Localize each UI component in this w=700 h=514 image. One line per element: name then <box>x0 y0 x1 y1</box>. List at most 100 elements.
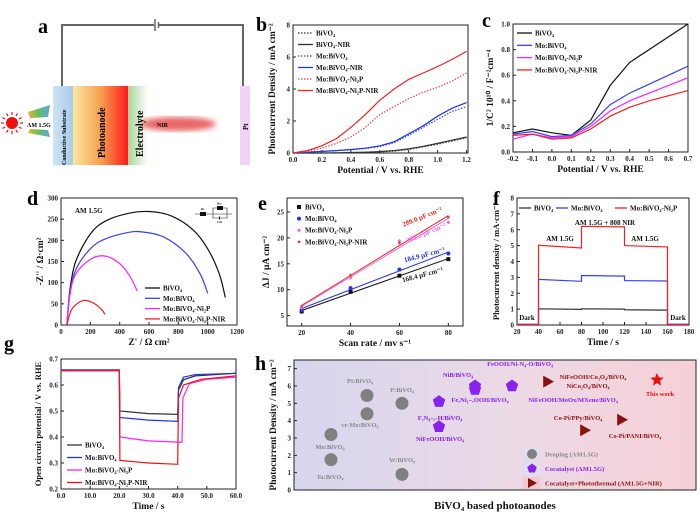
x-tick-label: 60 <box>396 329 404 337</box>
x-tick-label: 50.0 <box>201 492 214 500</box>
x-tick-label: 180 <box>684 328 695 336</box>
legend-item: Mo:BiVO₄ <box>67 454 117 462</box>
point-label: FₓN₄₋ₓ-H/BiVO₄ <box>418 415 463 422</box>
electrolyte-label: Electrolyte <box>135 110 146 157</box>
data-point <box>348 273 353 277</box>
y-tick-label: 0 <box>287 150 291 158</box>
battery-icon <box>154 19 160 31</box>
y-tick-label: 250 <box>48 216 59 224</box>
legend-item: BiVO₄ <box>67 442 105 450</box>
y-tick-label: 10 <box>277 286 285 294</box>
x-tick-label: 160 <box>662 328 673 336</box>
data-point <box>297 216 301 221</box>
legend-label: Mo:BiVO₄ <box>85 454 117 462</box>
point-label: Ta:BiVO₄ <box>317 474 344 481</box>
legend-item: Mo:BiVO₄ <box>298 53 348 61</box>
light-source-label: AM 1.5G <box>27 123 51 129</box>
x-tick-label: 0.2 <box>318 156 327 164</box>
legend-label: Mo:BiVO₄-Ni₂P-NIR <box>535 66 598 74</box>
y-tick-label: 2 <box>288 452 292 460</box>
sun-ray <box>15 113 19 117</box>
y-tick-label: 3 <box>288 435 292 443</box>
y-tick-label: 100 <box>48 279 59 287</box>
series-line <box>292 72 467 154</box>
legend-label: BiVO₄-NIR <box>316 41 351 49</box>
point-label: FeOOH/Ni-N₄-O/BiVO₄ <box>487 361 553 368</box>
y-tick-label: 0.4 <box>501 97 510 105</box>
x-tick-label: 0.6 <box>375 156 384 164</box>
data-point <box>299 304 304 308</box>
y-tick-label: 2 <box>511 290 515 298</box>
x-tick-label: 60 <box>557 328 565 336</box>
chart-panel-d: 0 200 400 600 800 1000 1200 0 50 100 150 200 250 300 Z… <box>36 195 245 349</box>
annotation-label: Dark <box>519 314 535 322</box>
sun-ray <box>5 113 9 117</box>
plot-frame <box>512 23 689 153</box>
y-tick-label: 5 <box>281 312 285 320</box>
circuit-wire <box>61 24 154 86</box>
annotation-label: AM 1.5G <box>75 207 103 215</box>
y-tick-label: 0 <box>288 487 292 495</box>
y-axis-label: Photocurrent density / mA·cm⁻² <box>491 202 501 320</box>
point-label: NiFeOOH/BiVO₄ <box>416 436 464 443</box>
plot-frame <box>293 359 697 491</box>
y-axis-label: 1/C² 10¹⁰ / F⁻²cm⁻⁴ <box>485 50 496 127</box>
x-tick-label: 0 <box>59 328 63 336</box>
substrate-label: Conductive Substrate <box>62 109 68 165</box>
x-axis-label: Potential / V vs. RHE <box>557 165 643 175</box>
point-label: Mo:BiVO₄ <box>315 444 344 451</box>
sun-ray <box>18 116 22 120</box>
data-point <box>297 205 301 209</box>
x-tick-label: 60.0 <box>230 492 243 500</box>
x-tick-label: 600 <box>144 328 155 336</box>
chart-panel-c: -0.2 -0.1 0.0 0.1 0.2 0.3 0.4 0.5 0.6 0.7 0.0 0.2 0.… <box>485 21 693 176</box>
x-tick-label: 1000 <box>201 328 216 336</box>
point-label: cr-Mo:BiVO₄ <box>342 422 379 429</box>
plot-frame <box>516 197 690 326</box>
y-tick-label: 4 <box>511 258 515 266</box>
circuit-wire <box>195 207 232 219</box>
x-tick-label: 80 <box>578 328 586 336</box>
legend-label: Mo:BiVO₄-Ni₂P <box>316 76 364 84</box>
data-point <box>650 372 664 386</box>
legend-label: Mo:BiVO₄-Ni₂P <box>85 467 133 475</box>
legend-label: Mo:BiVO₄-Ni₂P-NIR <box>316 87 379 95</box>
y-tick-label: 2 <box>287 118 291 126</box>
x-tick-label: 0.7 <box>684 155 693 163</box>
legend-item: Mo:BiVO₄-Ni₂P <box>67 467 133 475</box>
y-tick-label: 4 <box>287 86 291 94</box>
x-tick-label: 20 <box>514 328 522 336</box>
legend-item: BiVO₄ <box>519 205 554 213</box>
chart-panel-f: 20 40 60 80 100 120 140 160 180 0 1 2 3 4 5 6 7 8 Time / s… <box>491 195 695 349</box>
y-tick-label: 7 <box>288 365 292 373</box>
y-axis-label: -Z'' / Ω·cm² <box>36 237 46 285</box>
series-line <box>293 137 467 154</box>
sun-ray <box>5 129 9 133</box>
panel-letter-c: c <box>482 10 491 32</box>
series-line <box>61 370 237 443</box>
data-point <box>297 228 301 233</box>
data-point <box>360 407 374 421</box>
annotation-label: Dark <box>670 314 686 322</box>
data-point <box>397 241 402 245</box>
legend-item: Mo:BiVO₄-NIR <box>298 64 364 72</box>
legend-label: Mo:BiVO₄-Ni₂P-NIR <box>163 315 226 323</box>
legend-label: BiVO₄ <box>535 30 555 38</box>
legend-item: Cocatalyst (AM1.5G) <box>523 462 604 475</box>
y-tick-label: 300 <box>48 195 59 203</box>
panel-letter-h: h <box>255 353 266 375</box>
y-tick-label: 0.8 <box>501 46 510 54</box>
sun-icon <box>1 112 23 134</box>
series-line <box>512 23 689 137</box>
legend-label: Mo:BiVO₄ <box>571 205 603 213</box>
legend-item: Mo:BiVO₄-Ni₂P-NIR <box>67 479 148 487</box>
legend-label: BiVO₄ <box>163 285 183 293</box>
x-tick-label: 0.3 <box>606 155 615 163</box>
y-tick-label: 25 <box>277 208 285 216</box>
data-point <box>397 273 402 278</box>
series-line <box>66 230 209 326</box>
y-tick-label: 0.4 <box>49 434 58 442</box>
point-label: This work <box>646 391 675 398</box>
point-label: FeₓNi₁₋ₓOOH/BiVO₄ <box>451 397 508 404</box>
